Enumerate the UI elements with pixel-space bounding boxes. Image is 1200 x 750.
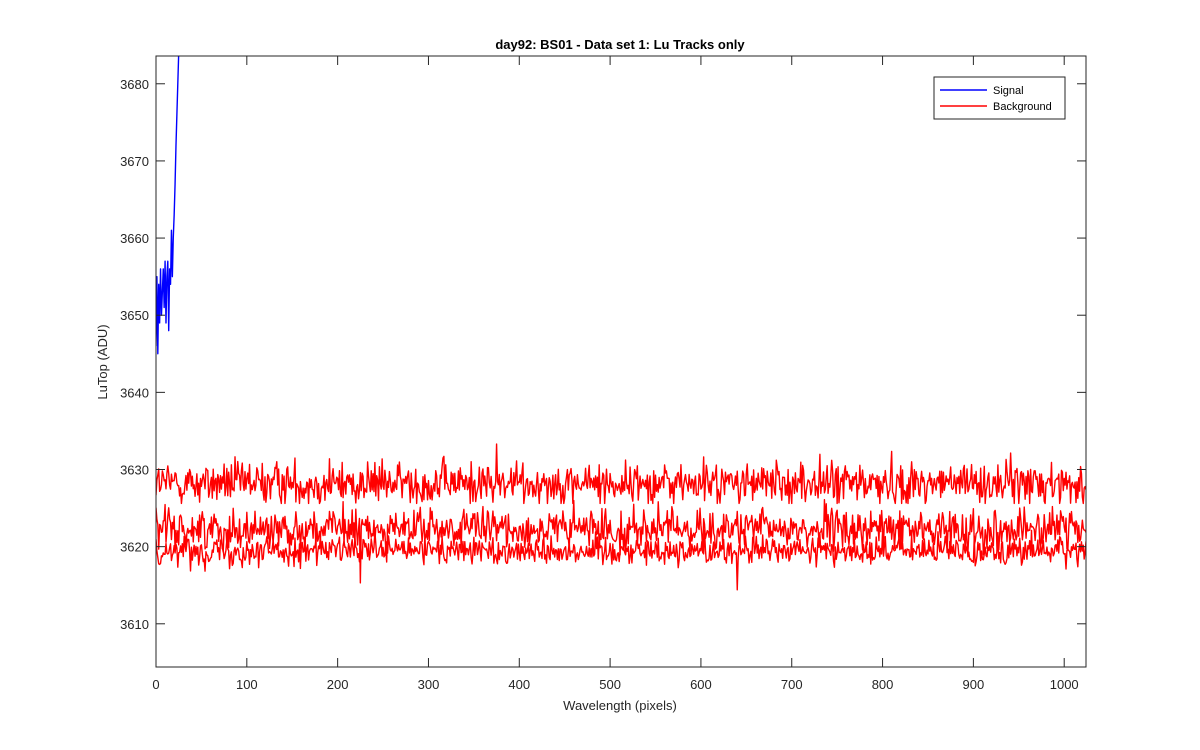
- y-tick-label: 3620: [120, 540, 149, 555]
- y-tick-label: 3660: [120, 231, 149, 246]
- series-line-signal-0: [156, 56, 180, 355]
- legend-signal-label: Signal: [993, 85, 1024, 97]
- y-tick-label: 3680: [120, 77, 149, 92]
- y-tick-label: 3670: [120, 154, 149, 169]
- x-tick-label: 400: [508, 677, 530, 692]
- x-tick-label: 700: [781, 677, 803, 692]
- chart-title: day92: BS01 - Data set 1: Lu Tracks only: [495, 37, 745, 52]
- legend: Signal Background: [933, 76, 1066, 120]
- x-axis-label: Wavelength (pixels): [563, 698, 677, 713]
- x-tick-label: 800: [872, 677, 894, 692]
- x-tick-label: 300: [418, 677, 440, 692]
- y-tick-label: 3640: [120, 385, 149, 400]
- x-tick-label: 500: [599, 677, 621, 692]
- x-tick-label: 900: [963, 677, 985, 692]
- x-tick-label: 200: [327, 677, 349, 692]
- plot-background: [156, 56, 1086, 667]
- series-line-background-3: [156, 529, 1086, 591]
- x-tick-label: 100: [236, 677, 258, 692]
- series-line-background-2: [156, 498, 1086, 584]
- y-axis-label: LuTop (ADU): [95, 324, 110, 399]
- series-line-background-1: [156, 443, 1086, 505]
- x-tick-label: 0: [152, 677, 159, 692]
- axes-layer: 0 100 200 300 400 500 600 700 800 900 1000 3610 3620…: [120, 55, 1087, 692]
- series-layer: [156, 56, 1086, 591]
- legend-box: [933, 76, 1066, 120]
- x-tick-label: 1000: [1050, 677, 1079, 692]
- axes-box: [155, 55, 1087, 668]
- y-tick-label: 3630: [120, 463, 149, 478]
- plot-area: [156, 56, 1086, 667]
- y-tick-label: 3610: [120, 617, 149, 632]
- x-tick-label: 600: [690, 677, 712, 692]
- legend-background-label: Background: [993, 101, 1052, 113]
- y-tick-label: 3650: [120, 308, 149, 323]
